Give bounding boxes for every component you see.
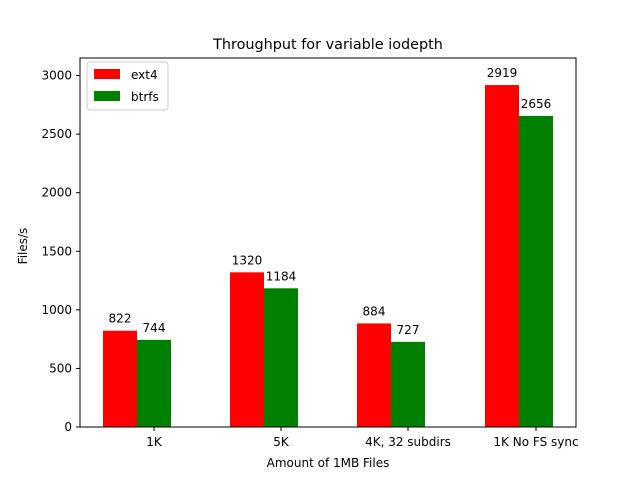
- axes-layer: 0 500 1000 1500 2000 2500 3000 1K 5K 4K, 32 subdi…: [41, 57, 579, 449]
- y-tick-label-6: 3000: [41, 69, 72, 83]
- legend-swatch-btrfs: [94, 91, 120, 101]
- y-tick-label-5: 2500: [41, 127, 72, 141]
- legend: ext4 btrfs: [86, 61, 169, 111]
- data-label-btrfs-1: 1184: [266, 269, 297, 283]
- y-tick-label-0: 0: [64, 420, 72, 434]
- data-label-btrfs-0: 744: [143, 321, 166, 335]
- data-label-ext4-3: 2919: [487, 66, 518, 80]
- x-tick-label-3: 1K No FS sync: [493, 435, 578, 449]
- bar-ext4-0: [103, 330, 137, 427]
- y-axis-label: Files/s: [16, 228, 30, 265]
- y-tick-label-4: 2000: [41, 186, 72, 200]
- data-label-btrfs-3: 2656: [521, 97, 552, 111]
- data-label-ext4-2: 884: [363, 304, 386, 318]
- bar-ext4-1: [230, 272, 264, 427]
- bars-layer: [103, 85, 553, 427]
- data-label-ext4-1: 1320: [232, 253, 263, 267]
- data-labels-layer: 822 1320 884 2919 744 1184 727 2656: [109, 66, 552, 337]
- y-tick-label-1: 500: [49, 361, 72, 375]
- bar-ext4-3: [485, 85, 519, 427]
- legend-label-ext4: ext4: [131, 68, 158, 82]
- chart-title: Throughput for variable iodepth: [212, 37, 443, 53]
- data-label-ext4-0: 822: [109, 312, 132, 326]
- legend-label-btrfs: btrfs: [131, 90, 159, 104]
- bar-btrfs-2: [391, 341, 425, 427]
- x-axis-label: Amount of 1MB Files: [267, 456, 390, 470]
- bar-btrfs-3: [519, 115, 553, 427]
- bar-ext4-2: [357, 323, 391, 427]
- data-label-btrfs-2: 727: [397, 323, 420, 337]
- bar-btrfs-0: [137, 339, 171, 427]
- bar-btrfs-1: [264, 288, 298, 427]
- y-tick-label-2: 1000: [41, 303, 72, 317]
- plot-frame: [79, 57, 577, 428]
- x-tick-label-1: 5K: [273, 435, 290, 449]
- y-tick-label-3: 1500: [41, 244, 72, 258]
- legend-swatch-ext4: [94, 69, 120, 79]
- x-tick-label-0: 1K: [146, 435, 163, 449]
- x-tick-label-2: 4K, 32 subdirs: [365, 435, 451, 449]
